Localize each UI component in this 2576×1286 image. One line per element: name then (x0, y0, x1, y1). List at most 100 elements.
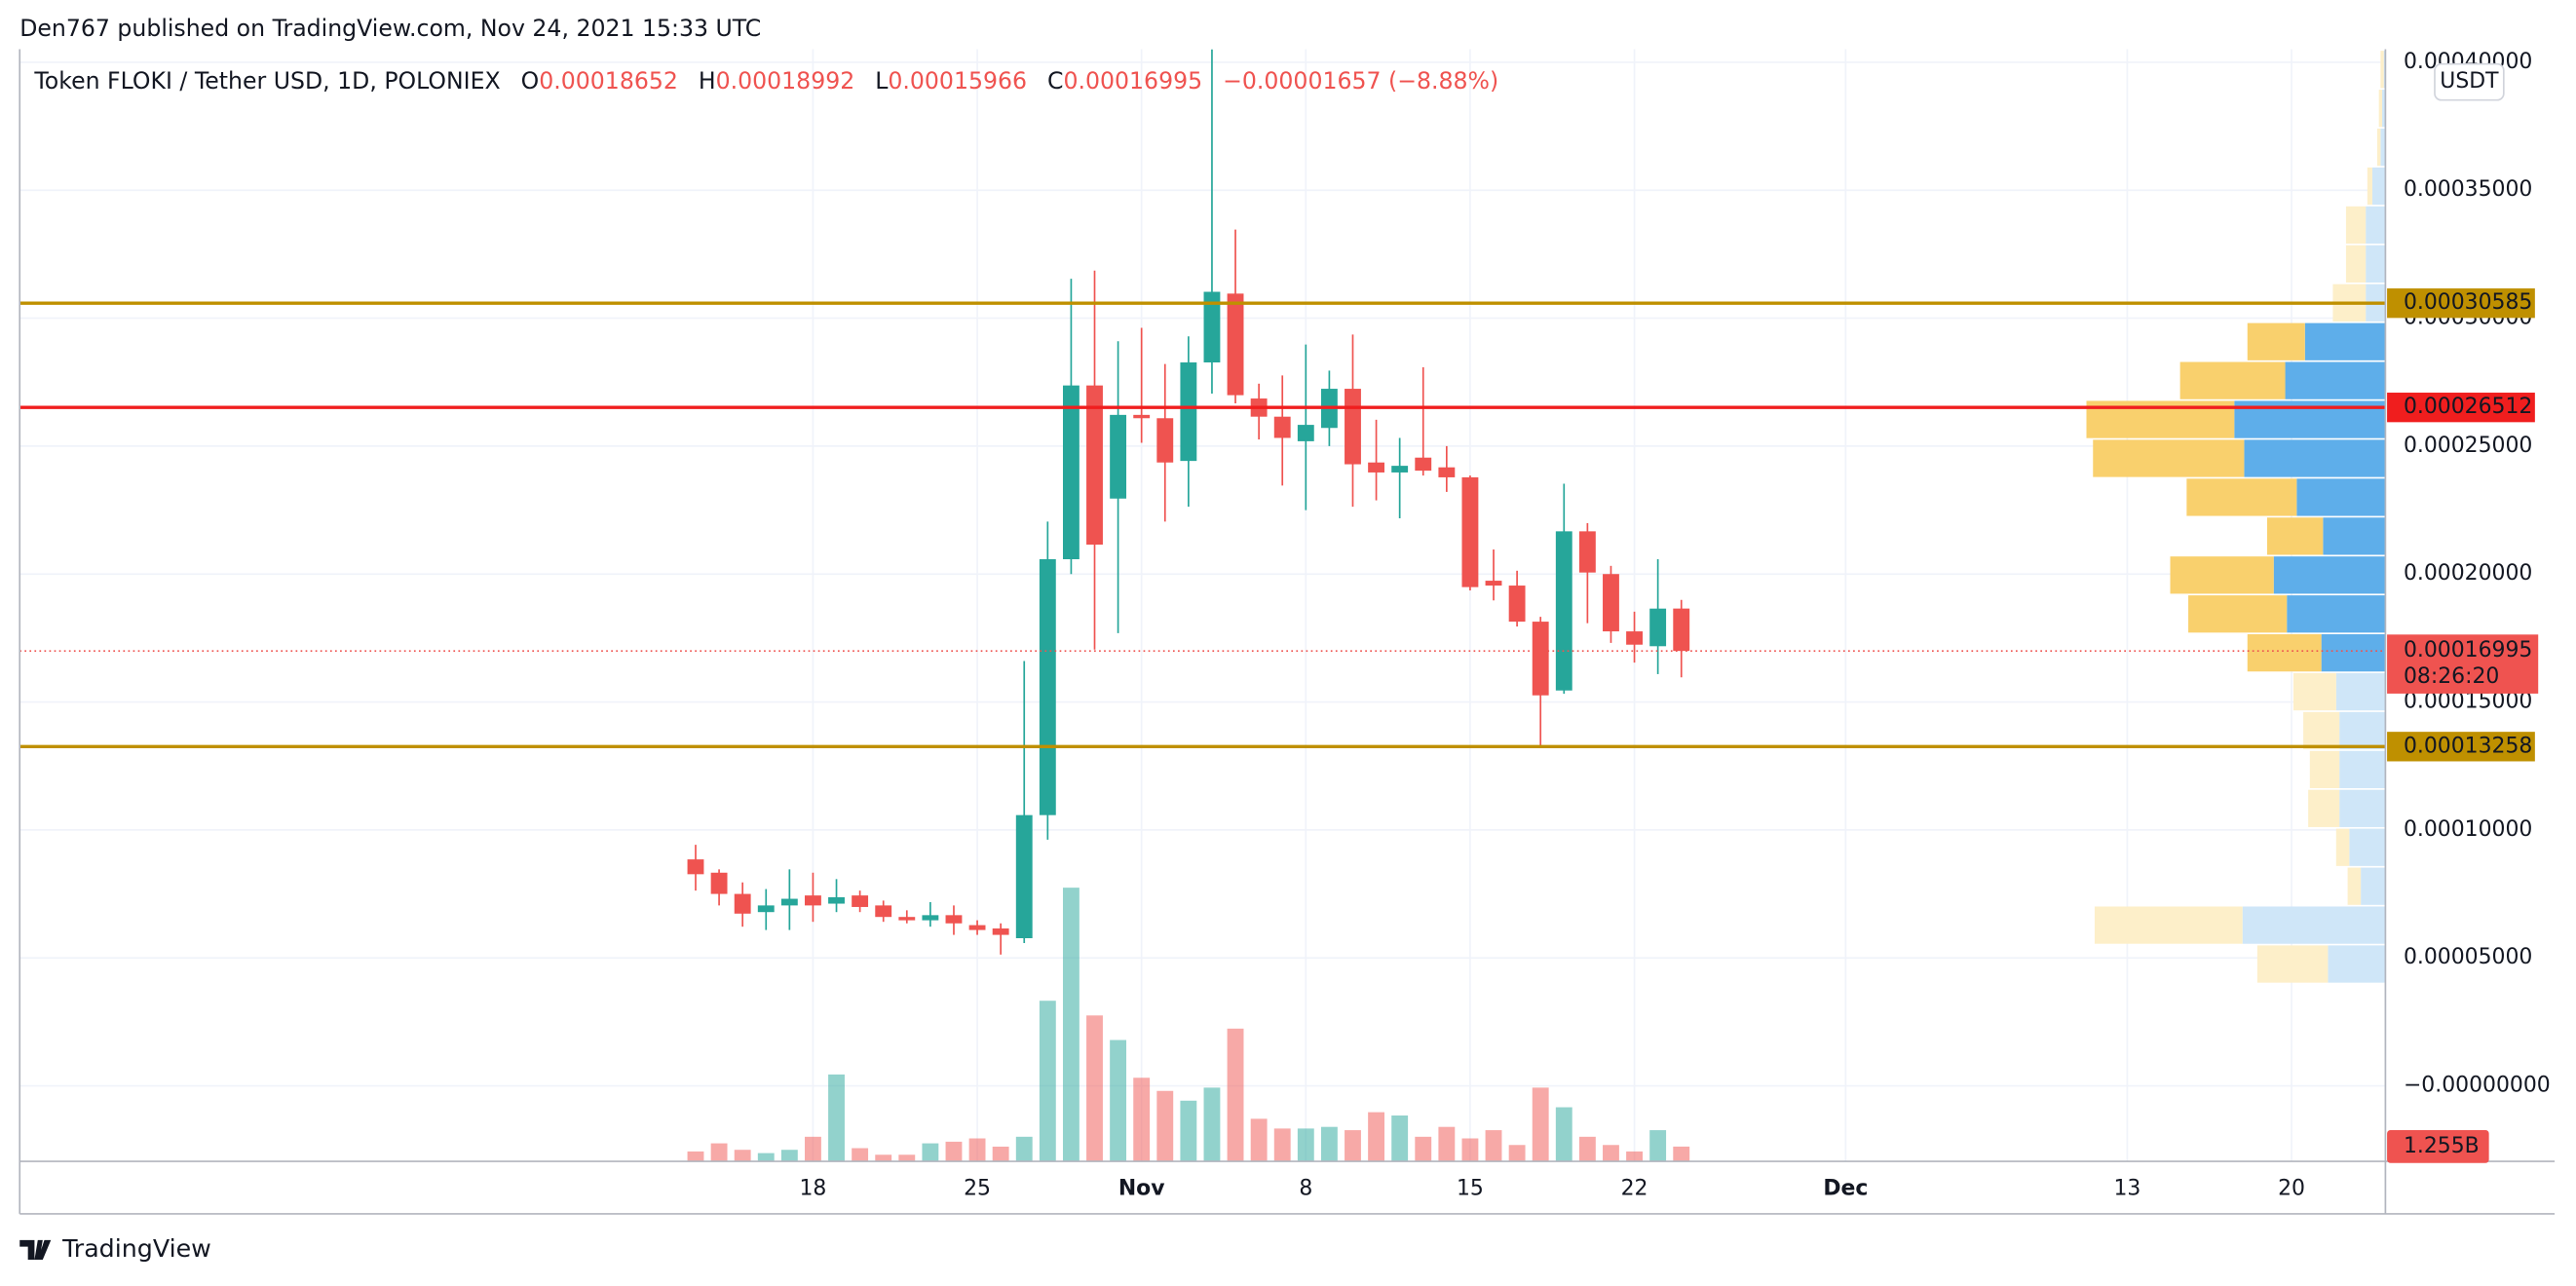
brand: TradingView (61, 1234, 211, 1263)
volume-bar (687, 1151, 704, 1162)
volume-bar (968, 1138, 986, 1162)
profile-down-bar (2093, 439, 2245, 477)
level-label: 0.00026512 (2404, 395, 2532, 419)
currency[interactable]: USDT (2440, 69, 2499, 94)
candle-body (1227, 293, 1244, 396)
candle-body (1110, 414, 1127, 499)
candle-body (898, 917, 916, 921)
profile-down-bar (2367, 167, 2372, 206)
profile-down-bar (2186, 478, 2297, 516)
profile-down-bar (2378, 90, 2383, 128)
volume-bar (757, 1153, 775, 1162)
volume-bar (898, 1154, 916, 1162)
volume-bar (1180, 1100, 1197, 1162)
profile-up-bar (2339, 789, 2386, 827)
volume-bar (1133, 1078, 1151, 1162)
volume-bar (1203, 1087, 1221, 1162)
profile-down-bar (2309, 750, 2340, 789)
volume-label: 1.255B (2404, 1134, 2480, 1158)
profile-up-bar (2296, 478, 2386, 516)
volume-bar (1649, 1130, 1667, 1162)
profile-down-bar (2256, 945, 2329, 983)
chart-title: Token FLOKI / Tether USD, 1D, POLONIEX (33, 67, 500, 95)
profile-down-bar (2335, 828, 2350, 866)
candle-body (1415, 457, 1432, 472)
candle-body (1461, 476, 1479, 587)
profile-up-bar (2383, 51, 2386, 89)
candle-body (1015, 814, 1033, 938)
y-tick-label: 0.00010000 (2404, 817, 2532, 842)
profile-up-bar (2335, 672, 2386, 711)
candle-body (992, 928, 1009, 935)
x-tick-label: 18 (800, 1177, 827, 1201)
candle-body (805, 895, 821, 906)
level-label-box (2387, 288, 2535, 319)
profile-down-bar (2247, 634, 2322, 672)
candle-body (780, 898, 798, 906)
candle-body (828, 896, 845, 904)
header-label: C (1047, 67, 1063, 95)
profile-down-bar (2247, 322, 2305, 360)
profile-up-bar (2382, 90, 2386, 128)
volume-bar (1345, 1130, 1361, 1162)
volume-bar (1603, 1145, 1619, 1162)
volume-bar (875, 1154, 892, 1162)
x-tick-label: 22 (1621, 1177, 1648, 1201)
volume-bar (1461, 1138, 1479, 1162)
profile-down-bar (2380, 51, 2384, 89)
y-tick-label: 0.00035000 (2404, 177, 2532, 202)
profile-down-bar (2376, 128, 2381, 167)
volume-bar (1320, 1126, 1338, 1162)
candle-body (734, 893, 751, 914)
candle-body (1180, 362, 1197, 462)
volume-bar (1578, 1136, 1596, 1162)
profile-down-bar (2345, 206, 2367, 245)
volume-bar (1438, 1126, 1456, 1162)
volume-bar (1273, 1128, 1291, 1162)
volume-bar (805, 1136, 821, 1162)
profile-up-bar (2242, 906, 2386, 944)
header-value: 0.00018652 (539, 67, 678, 95)
profile-up-bar (2285, 361, 2386, 399)
volume-bar (1086, 1015, 1103, 1162)
volume-bar (828, 1074, 845, 1162)
level-label-box (2387, 732, 2535, 762)
profile-up-bar (2380, 128, 2386, 167)
profile-up-bar (2244, 439, 2386, 477)
plot (19, 49, 2386, 1162)
candle-body (1649, 608, 1667, 647)
candle-body (852, 895, 869, 907)
volume-bar (1062, 888, 1080, 1162)
header-label: H (699, 67, 716, 95)
candle-body (1273, 416, 1291, 438)
volume-bar (1250, 1118, 1268, 1162)
volume-bar (1227, 1028, 1244, 1162)
level-label: 0.00030585 (2404, 290, 2532, 315)
level-label: 0.00013258 (2404, 734, 2532, 758)
candle-body (1578, 531, 1596, 573)
candle-body (757, 905, 775, 913)
volume-bar (1039, 1001, 1056, 1162)
profile-down-bar (2308, 789, 2340, 827)
candle-body (1673, 608, 1690, 652)
volume-bar (1555, 1107, 1572, 1162)
x-tick-label: Dec (1823, 1177, 1868, 1201)
candle-body (710, 872, 728, 894)
volume-bar (1156, 1090, 1174, 1162)
candle-body (945, 915, 963, 924)
candle-body (1391, 466, 1409, 473)
x-tick-label: Nov (1118, 1177, 1165, 1201)
currency-box[interactable] (2434, 62, 2505, 101)
profile-down-bar (2179, 361, 2286, 399)
x-tick-label: 8 (1299, 1177, 1312, 1201)
profile-up-bar (2339, 711, 2386, 750)
candle-body (1508, 586, 1526, 623)
brand-logo (19, 1239, 52, 1261)
last-price-label: 0.00016995 (2404, 638, 2532, 662)
volume-bar (1485, 1130, 1502, 1162)
header-value: 0.00016995 (1064, 67, 1203, 95)
volume-bar (710, 1143, 728, 1162)
profile-up-bar (2366, 245, 2386, 284)
